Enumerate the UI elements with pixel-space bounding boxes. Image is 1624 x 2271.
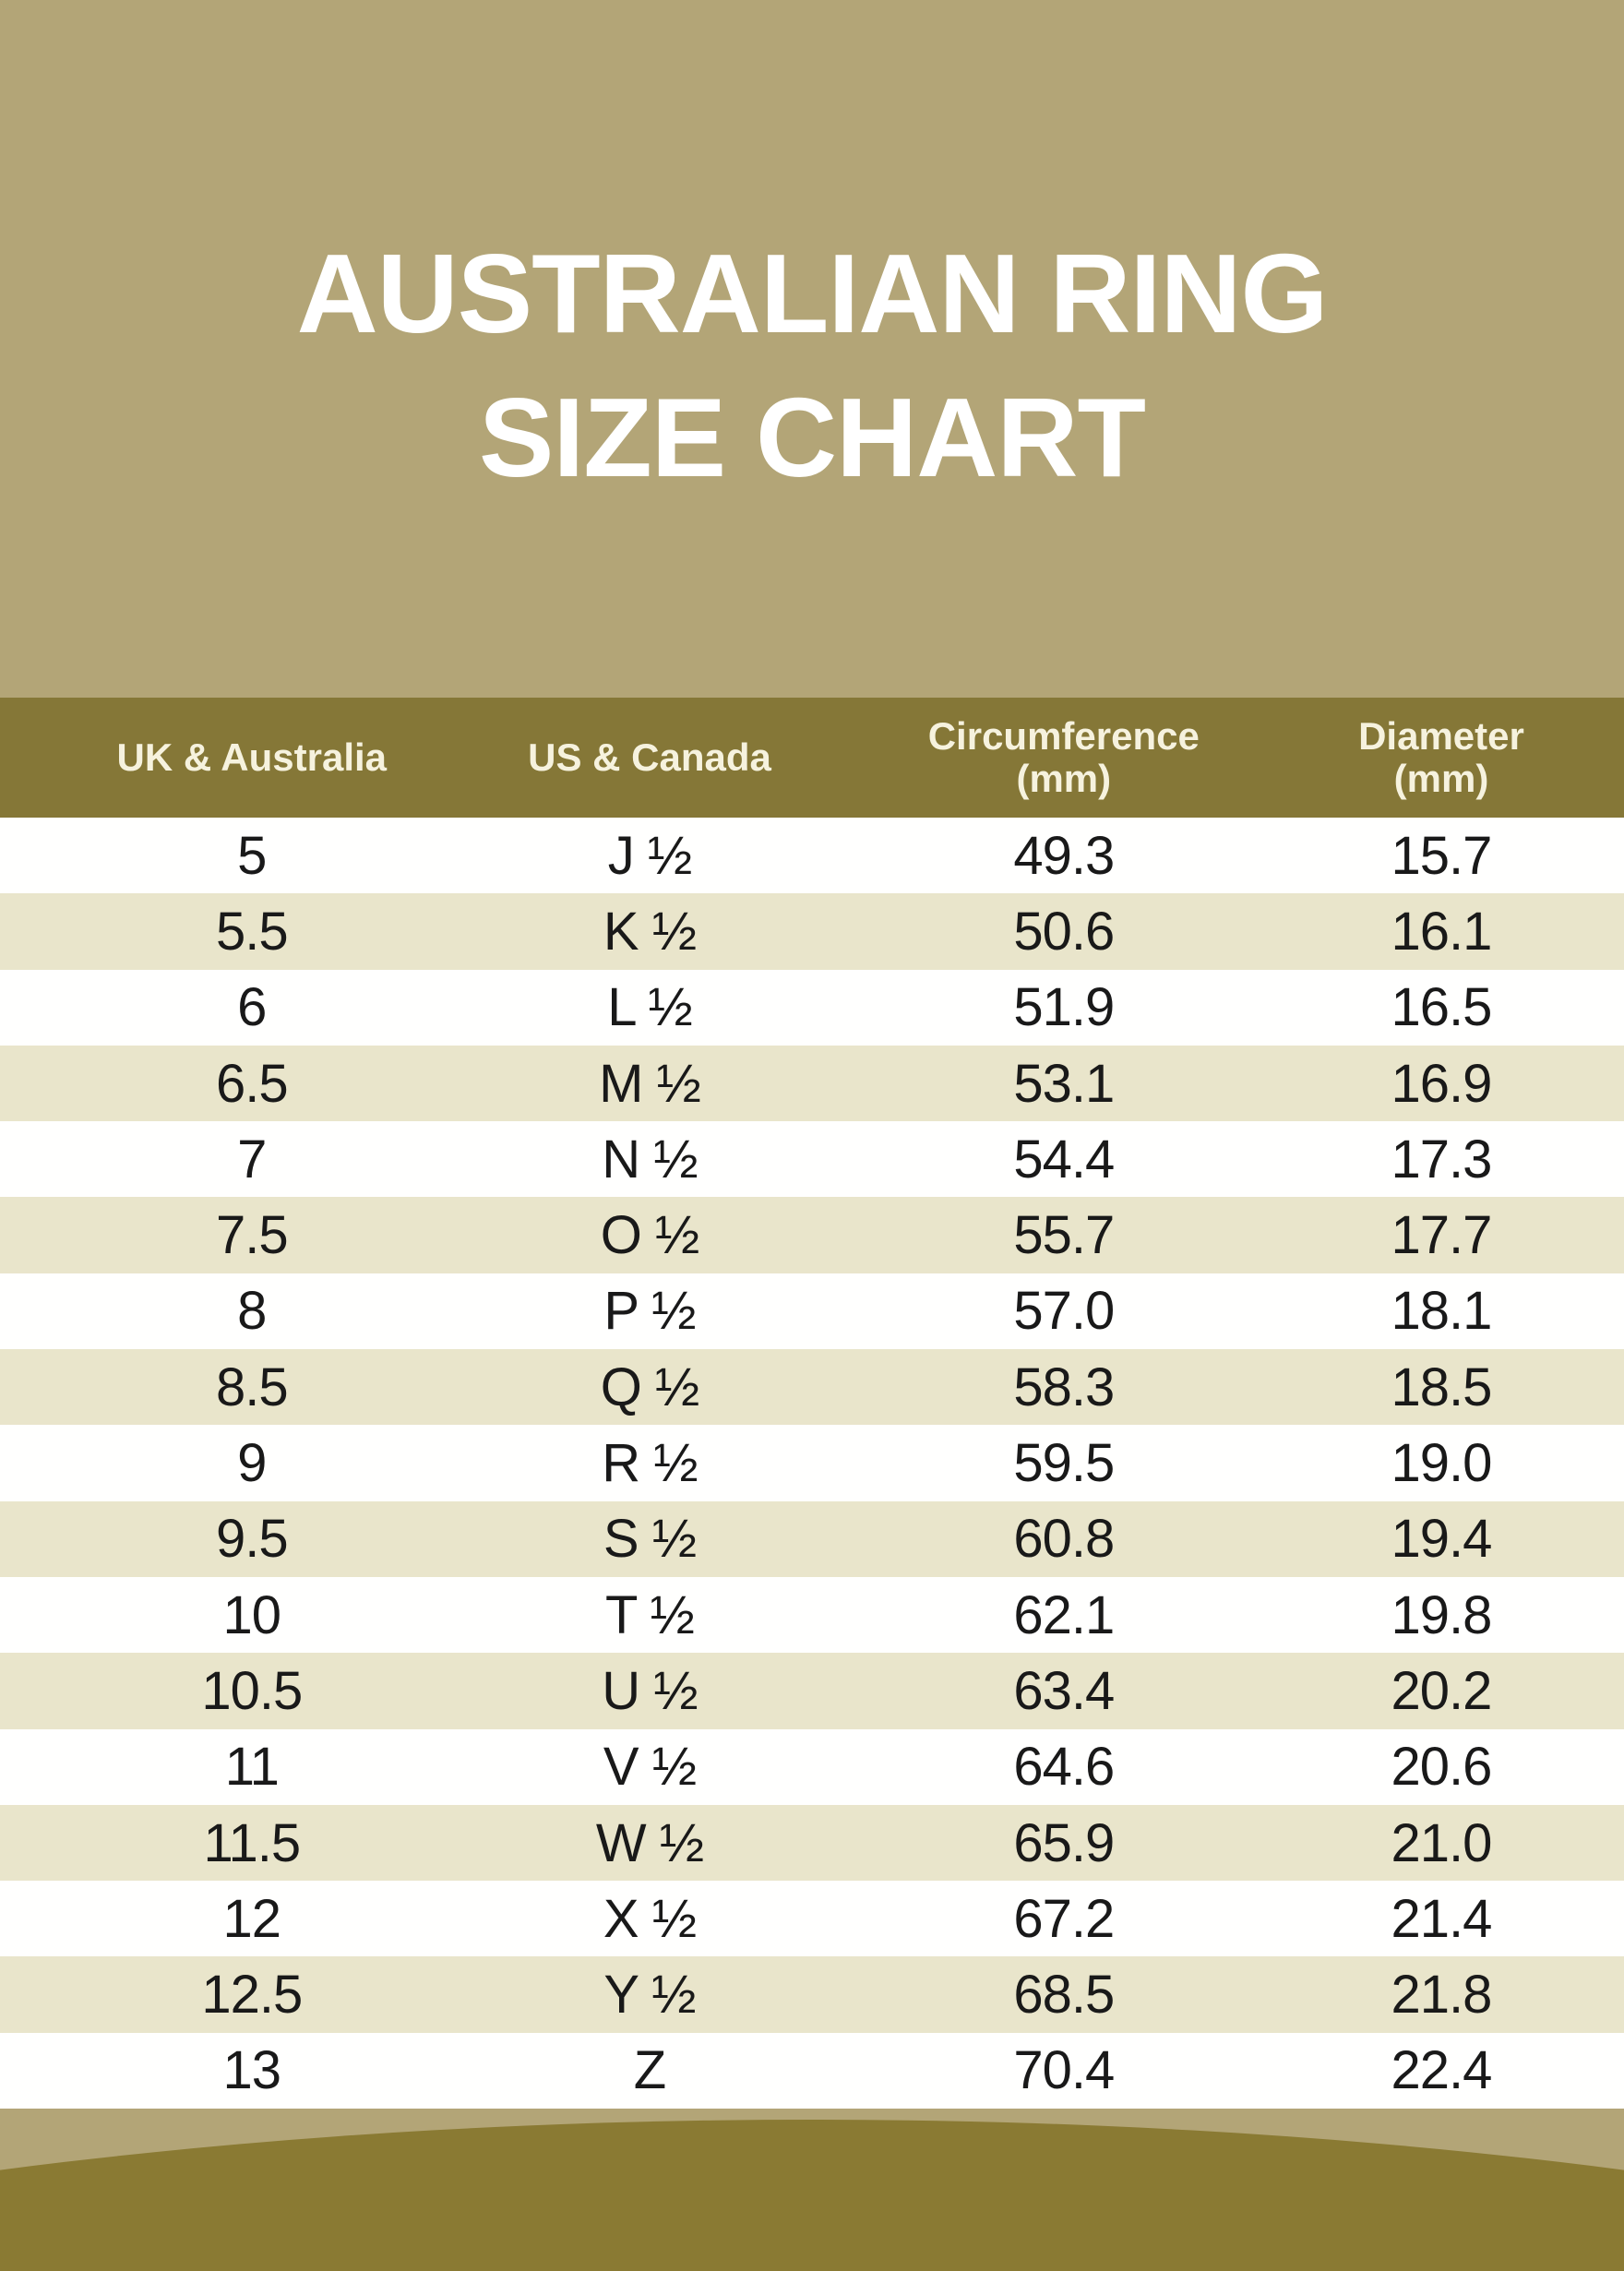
column-header-uk-australia: UK & Australia [116, 735, 388, 779]
cell-us-size: K ½ [603, 901, 697, 962]
cell-uk-size: 12 [222, 1888, 282, 1949]
cell-circumference: 63.4 [1013, 1660, 1115, 1721]
table-row: 12 X ½ 67.2 21.4 [0, 1881, 1624, 1957]
cell-circumference: 49.3 [1013, 825, 1115, 886]
page-title-line-2: SIZE CHART [479, 375, 1146, 501]
cell-diameter: 16.5 [1391, 977, 1493, 1038]
cell-circumference: 58.3 [1013, 1357, 1115, 1417]
cell-uk-size: 10 [222, 1584, 282, 1645]
table-row: 10.5 U ½ 63.4 20.2 [0, 1653, 1624, 1729]
cell-us-size: P ½ [603, 1281, 696, 1342]
cell-us-size: L ½ [607, 977, 693, 1038]
column-header-circumference: Circumference (mm) [927, 713, 1200, 800]
cell-us-size: Z [633, 2040, 666, 2101]
cell-circumference: 65.9 [1013, 1812, 1115, 1873]
cell-us-size: O ½ [600, 1205, 700, 1266]
page-title: AUSTRALIAN RING SIZE CHART [0, 221, 1624, 509]
table-row: 5 J ½ 49.3 15.7 [0, 818, 1624, 894]
cell-uk-size: 10.5 [201, 1660, 303, 1721]
cell-uk-size: 5 [237, 825, 267, 886]
cell-diameter: 20.2 [1391, 1660, 1493, 1721]
table-row: 8 P ½ 57.0 18.1 [0, 1273, 1624, 1350]
table-row: 6.5 M ½ 53.1 16.9 [0, 1045, 1624, 1122]
table-row: 7.5 O ½ 55.7 17.7 [0, 1197, 1624, 1273]
table-row: 12.5 Y ½ 68.5 21.8 [0, 1956, 1624, 2033]
table-row: 5.5 K ½ 50.6 16.1 [0, 893, 1624, 970]
cell-uk-size: 5.5 [215, 901, 289, 962]
cell-circumference: 62.1 [1013, 1584, 1115, 1645]
cell-uk-size: 12.5 [201, 1965, 303, 2026]
cell-diameter: 22.4 [1391, 2040, 1493, 2101]
cell-uk-size: 6 [237, 977, 267, 1038]
cell-diameter: 19.4 [1391, 1509, 1493, 1570]
table-header-row: UK & Australia US & Canada Circumference… [0, 698, 1624, 818]
cell-uk-size: 13 [222, 2040, 282, 2101]
cell-diameter: 18.5 [1391, 1357, 1493, 1417]
page-title-line-1: AUSTRALIAN RING [296, 231, 1329, 356]
cell-diameter: 20.6 [1391, 1737, 1493, 1798]
cell-us-size: Q ½ [600, 1357, 700, 1417]
cell-diameter: 19.8 [1391, 1584, 1493, 1645]
cell-uk-size: 11.5 [203, 1812, 302, 1873]
cell-diameter: 17.7 [1391, 1205, 1493, 1266]
cell-uk-size: 11 [224, 1737, 280, 1798]
cell-us-size: M ½ [599, 1053, 701, 1114]
column-header-us-canada: US & Canada [528, 735, 771, 779]
cell-us-size: J ½ [607, 825, 692, 886]
cell-uk-size: 8.5 [215, 1357, 289, 1417]
cell-uk-size: 7 [237, 1129, 267, 1189]
cell-us-size: Y ½ [603, 1965, 696, 2026]
cell-diameter: 21.8 [1391, 1965, 1493, 2026]
cell-circumference: 50.6 [1013, 901, 1115, 962]
cell-us-size: S ½ [603, 1509, 697, 1570]
cell-uk-size: 9.5 [215, 1509, 289, 1570]
table-row: 6 L ½ 51.9 16.5 [0, 969, 1624, 1046]
cell-circumference: 55.7 [1013, 1205, 1115, 1266]
cell-us-size: X ½ [603, 1888, 697, 1949]
cell-uk-size: 7.5 [215, 1205, 289, 1266]
cell-circumference: 64.6 [1013, 1737, 1115, 1798]
cell-us-size: T ½ [605, 1584, 695, 1645]
cell-us-size: W ½ [595, 1812, 704, 1873]
cell-uk-size: 8 [237, 1281, 267, 1342]
cell-us-size: U ½ [602, 1660, 698, 1721]
table-row: 9 R ½ 59.5 19.0 [0, 1425, 1624, 1501]
cell-circumference: 51.9 [1013, 977, 1115, 1038]
cell-circumference: 57.0 [1013, 1281, 1115, 1342]
ring-size-table: UK & Australia US & Canada Circumference… [0, 698, 1624, 2110]
cell-diameter: 17.3 [1391, 1129, 1493, 1189]
cell-diameter: 21.0 [1391, 1812, 1493, 1873]
cell-circumference: 70.4 [1013, 2040, 1115, 2101]
table-row: 9.5 S ½ 60.8 19.4 [0, 1500, 1624, 1577]
cell-circumference: 67.2 [1013, 1888, 1115, 1949]
cell-uk-size: 9 [237, 1433, 267, 1494]
footer-dome-decoration [0, 2120, 1624, 2271]
cell-diameter: 15.7 [1391, 825, 1493, 886]
cell-circumference: 60.8 [1013, 1509, 1115, 1570]
cell-circumference: 53.1 [1013, 1053, 1115, 1114]
cell-us-size: V ½ [603, 1737, 697, 1798]
table-row: 10 T ½ 62.1 19.8 [0, 1576, 1624, 1654]
cell-circumference: 59.5 [1013, 1433, 1115, 1494]
cell-us-size: N ½ [602, 1129, 698, 1189]
cell-diameter: 21.4 [1391, 1888, 1493, 1949]
cell-circumference: 68.5 [1013, 1965, 1115, 2026]
cell-diameter: 18.1 [1391, 1281, 1493, 1342]
cell-circumference: 54.4 [1013, 1129, 1115, 1189]
cell-us-size: R ½ [602, 1433, 698, 1494]
table-row: 8.5 Q ½ 58.3 18.5 [0, 1349, 1624, 1426]
table-row: 11.5 W ½ 65.9 21.0 [0, 1804, 1624, 1882]
column-header-diameter: Diameter (mm) [1358, 713, 1524, 800]
table-row: 7 N ½ 54.4 17.3 [0, 1121, 1624, 1198]
cell-diameter: 19.0 [1391, 1433, 1493, 1494]
table-row: 11 V ½ 64.6 20.6 [0, 1728, 1624, 1805]
cell-uk-size: 6.5 [215, 1053, 289, 1114]
table-row: 13 Z 70.4 22.4 [0, 2032, 1624, 2110]
cell-diameter: 16.1 [1391, 901, 1493, 962]
cell-diameter: 16.9 [1391, 1053, 1493, 1114]
